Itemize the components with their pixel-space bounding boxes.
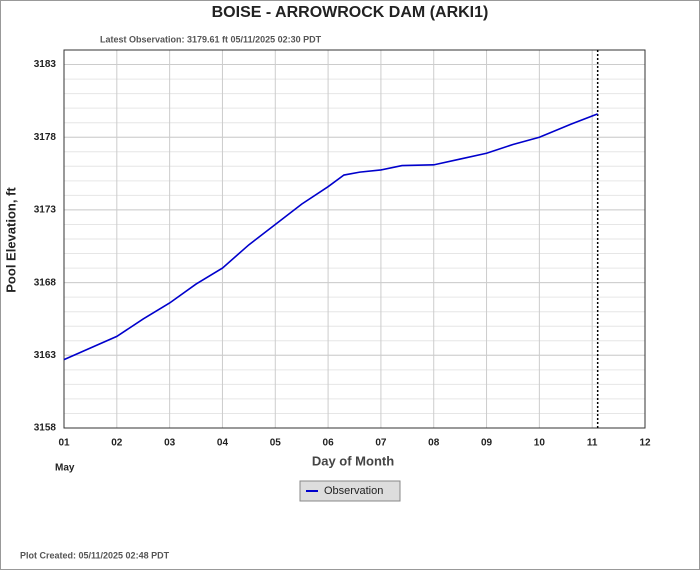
y-tick-label: 3158 (34, 423, 57, 434)
y-tick-label: 3178 (34, 132, 57, 143)
y-tick-label: 3183 (34, 59, 57, 70)
x-tick-label: 05 (270, 438, 282, 449)
x-tick-label: 12 (639, 438, 651, 449)
x-tick-label: 02 (111, 438, 123, 449)
x-tick-label: 01 (58, 438, 70, 449)
x-tick-label: 08 (428, 438, 440, 449)
x-sublabel: May (55, 463, 75, 474)
subtitle: Latest Observation: 3179.61 ft 05/11/202… (100, 34, 322, 44)
y-tick-label: 3168 (34, 277, 57, 288)
x-tick-label: 06 (323, 438, 335, 449)
x-tick-label: 09 (481, 438, 493, 449)
plot-border (63, 49, 646, 429)
data-line (63, 113, 598, 361)
legend-label: Observation (324, 485, 383, 497)
legend (299, 480, 401, 502)
y-tick-label: 3173 (34, 205, 57, 216)
footer: Plot Created: 05/11/2025 02:48 PDT (20, 550, 170, 560)
x-tick-label: 10 (534, 438, 546, 449)
y-tick-label: 3163 (34, 350, 57, 361)
y-axis-label: Pool Elevation, ft (3, 187, 18, 293)
x-tick-label: 11 (587, 438, 598, 449)
x-axis-label: Day of Month (312, 453, 394, 468)
chart-title: BOISE - ARROWROCK DAM (ARKI1) (212, 4, 489, 21)
x-tick-label: 07 (375, 438, 387, 449)
x-tick-label: 03 (164, 438, 176, 449)
x-tick-label: 04 (217, 438, 229, 449)
